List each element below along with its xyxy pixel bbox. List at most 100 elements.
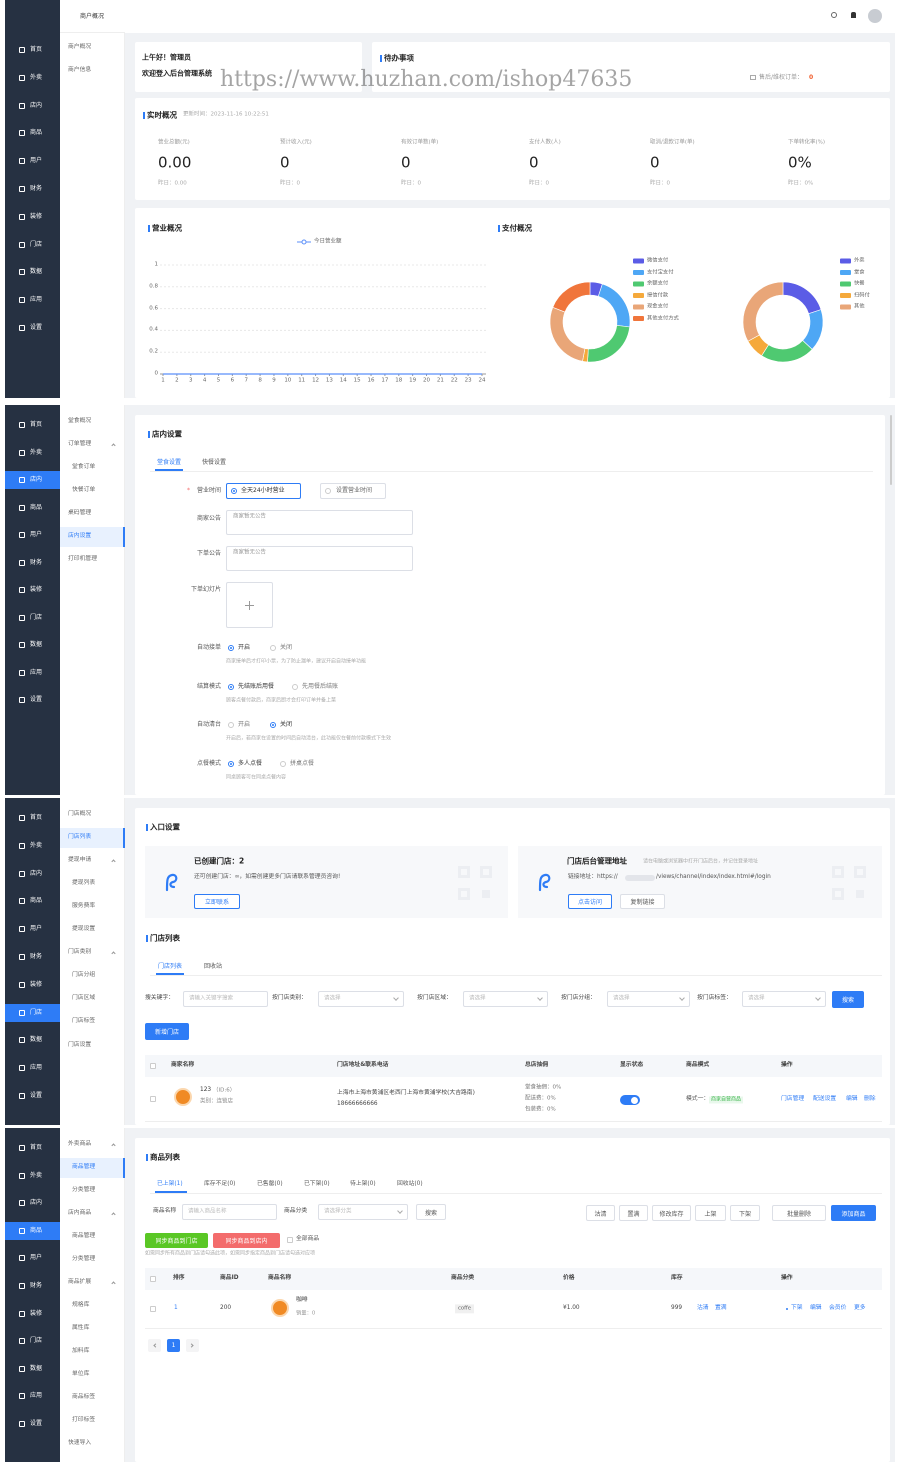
upload-box[interactable] [226,582,273,628]
row-action[interactable]: 配送设置 [813,1096,837,1103]
submenu-item[interactable]: 商品扩展 [68,1279,92,1286]
submenu-item[interactable]: 门店标签 [72,1018,96,1025]
option-box[interactable] [226,483,301,499]
submenu-item[interactable]: 打印机管理 [68,556,97,563]
submenu-item[interactable]: 服务费率 [72,903,96,910]
nav-item[interactable]: 数据 [30,1364,43,1372]
filter-input[interactable] [463,991,548,1007]
nav-item[interactable]: 装修 [30,1309,43,1317]
submenu-item[interactable]: 门店类别 [68,949,92,956]
nav-item[interactable]: 用户 [30,925,43,933]
tab[interactable]: 已售罄(0) [257,1181,283,1188]
submenu-item[interactable]: 订单管理 [68,441,92,448]
nav-item[interactable]: 商品 [30,129,43,137]
submenu-item[interactable]: 店内商品 [68,1210,92,1217]
tab[interactable]: 已下架(0) [304,1181,330,1188]
submenu-item[interactable]: 加料库 [72,1348,90,1355]
nav-item[interactable]: 应用 [30,296,43,304]
filter-input[interactable] [183,991,268,1007]
filter-input[interactable] [742,991,826,1007]
stock-action[interactable]: 沽清 [697,1305,709,1312]
nav-item[interactable]: 财务 [30,1282,43,1289]
tab[interactable]: 回收站 [204,963,223,970]
avatar[interactable] [868,9,882,23]
nav-item[interactable]: 设置 [30,696,43,703]
nav-item[interactable]: 财务 [30,558,43,566]
submenu-item[interactable]: 打印标签 [72,1417,96,1424]
row-action[interactable]: 编辑 [810,1305,822,1312]
bell-icon[interactable] [851,12,856,18]
tab[interactable]: 库存不足(0) [204,1181,236,1188]
nav-item[interactable]: 设置 [30,1092,43,1099]
copy-button[interactable]: 复制链接 [620,894,665,909]
nav-item[interactable]: 商品 [30,1226,43,1234]
checkbox[interactable] [150,1306,156,1312]
tool-button[interactable]: 下架 [730,1205,760,1221]
sync-store-button[interactable]: 同步商品到门店 [145,1233,208,1248]
nav-item[interactable]: 装修 [30,586,43,593]
tab[interactable]: 待上架(0) [350,1181,376,1188]
nav-item[interactable]: 商品 [30,897,43,905]
checkbox[interactable] [150,1096,156,1102]
sync-shop-button[interactable]: 同步商品到店内 [213,1233,280,1248]
nav-item[interactable]: 店内 [30,869,43,877]
nav-item[interactable]: 店内 [30,1199,43,1207]
submenu-item[interactable]: 提现申请 [68,857,92,864]
checkbox[interactable] [150,1276,156,1282]
add-store-button[interactable]: 新增门店 [145,1023,189,1040]
submenu-item[interactable]: 商户信息 [68,67,92,74]
tab[interactable]: 回收站(0) [397,1181,423,1188]
submenu-item[interactable]: 快餐订单 [72,487,96,494]
add-goods-button[interactable]: 添加商品 [831,1205,876,1221]
submenu-item[interactable]: 门店区域 [72,995,96,1002]
nav-item[interactable]: 装修 [30,980,43,988]
page-next[interactable] [186,1339,199,1352]
nav-item[interactable]: 数据 [30,1036,43,1044]
nav-item[interactable]: 门店 [30,613,43,621]
submenu-item[interactable]: 快速导入 [68,1440,92,1447]
radio[interactable] [292,684,298,690]
submenu-item[interactable]: 堂食概况 [68,418,92,425]
nav-item[interactable]: 商品 [30,503,43,511]
tab-active[interactable]: 堂食设置 [157,459,182,466]
nav-item[interactable]: 门店 [30,240,43,248]
search-icon[interactable] [831,12,837,18]
submenu-item[interactable]: 堂食订单 [72,464,96,471]
tool-button[interactable]: 置满 [619,1205,648,1221]
tab-active[interactable]: 已上架(1) [157,1181,183,1188]
nav-item[interactable]: 首页 [30,421,43,428]
submenu-item[interactable]: 门店分组 [72,972,96,979]
tool-button[interactable]: 修改库存 [652,1205,691,1221]
nav-item[interactable]: 首页 [30,46,43,53]
tool-button[interactable]: 上架 [695,1205,726,1221]
nav-item[interactable]: 财务 [30,185,43,192]
radio[interactable] [325,488,331,494]
textarea[interactable] [226,546,413,571]
batch-delete-button[interactable]: 批量删除 [772,1205,826,1221]
nav-item[interactable]: 店内 [30,101,43,109]
submenu-item[interactable]: 属性库 [72,1325,90,1332]
nav-item[interactable]: 外卖 [30,448,43,456]
checkbox[interactable] [150,1063,156,1069]
row-action[interactable]: 下架 [791,1305,803,1312]
filter-input[interactable] [318,991,404,1007]
nav-item[interactable]: 设置 [30,1420,43,1427]
submenu-item[interactable]: 店内设置 [68,533,92,540]
nav-item[interactable]: 应用 [30,1064,43,1072]
submenu-item[interactable]: 单位库 [72,1371,90,1378]
page-prev[interactable] [148,1339,161,1352]
nav-item[interactable]: 用户 [30,1254,43,1262]
contact-button[interactable]: 立即联系 [194,894,240,909]
row-action[interactable]: 删除 [864,1096,876,1103]
page-number[interactable]: 1 [167,1339,180,1352]
nav-item[interactable]: 财务 [30,953,43,960]
tab-active[interactable]: 门店列表 [158,963,183,970]
nav-item[interactable]: 首页 [30,814,43,821]
radio[interactable] [228,722,234,728]
nav-item[interactable]: 外卖 [30,841,43,849]
submenu-item[interactable]: 提现列表 [72,880,96,887]
nav-item[interactable]: 装修 [30,212,43,220]
submenu-item[interactable]: 商品标签 [72,1394,96,1401]
nav-item[interactable]: 首页 [30,1144,43,1151]
search-button[interactable]: 搜索 [416,1204,446,1220]
